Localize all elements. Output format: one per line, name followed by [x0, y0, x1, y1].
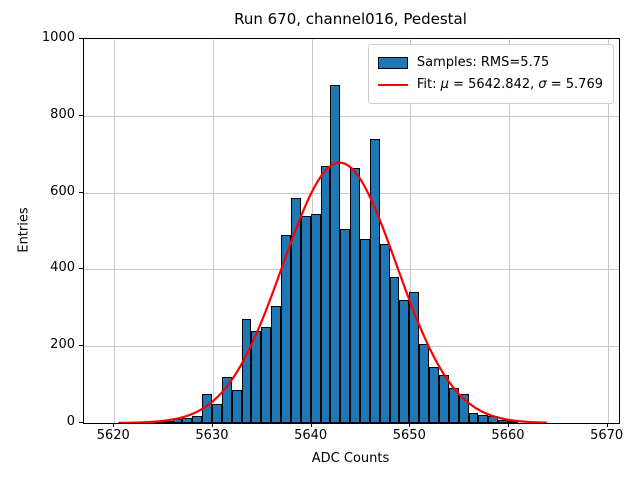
samples-swatch-icon	[377, 57, 408, 69]
y-tick-mark	[79, 268, 83, 270]
histogram-bar	[192, 415, 203, 423]
x-axis-label: ADC Counts	[311, 451, 390, 466]
x-tick-label: 5630	[195, 428, 229, 443]
histogram-bar	[211, 403, 222, 423]
histogram-bar	[162, 420, 173, 423]
y-tick-label: 200	[50, 337, 75, 353]
y-tick-label: 600	[50, 183, 75, 199]
histogram-bar	[448, 388, 459, 423]
histogram-bar	[369, 138, 380, 423]
vertical-gridline	[114, 39, 116, 423]
vertical-gridline	[607, 39, 609, 423]
histogram-bar	[409, 292, 420, 423]
histogram-patch-icon	[377, 57, 408, 69]
histogram-bar	[231, 390, 242, 423]
histogram-bar	[478, 414, 489, 423]
legend-samples-label: Samples: RMS=5.75	[416, 55, 550, 70]
histogram-bar	[271, 305, 282, 423]
histogram-bar	[172, 418, 183, 423]
mu-symbol: μ	[440, 77, 449, 92]
legend-row-samples: Samples: RMS=5.75	[377, 52, 603, 74]
y-tick-label: 0	[66, 414, 75, 429]
x-tick-label: 5650	[392, 428, 426, 443]
x-tick-label: 5660	[491, 428, 525, 443]
plot-area: Samples: RMS=5.75 Fit: μ = 5642.842, σ =…	[83, 38, 620, 424]
histogram-bar	[458, 394, 469, 423]
histogram-bar	[320, 165, 331, 423]
histogram-bar	[300, 215, 311, 423]
y-tick-mark	[79, 345, 83, 347]
y-tick-mark	[79, 191, 83, 193]
histogram-bar	[379, 244, 390, 423]
y-tick-mark	[79, 422, 83, 423]
red-line-icon	[377, 84, 408, 86]
fit-line-icon	[377, 84, 408, 86]
histogram-bar	[261, 327, 272, 423]
y-tick-label: 800	[50, 106, 75, 122]
x-tick-mark	[113, 423, 115, 427]
histogram-bar	[290, 198, 301, 423]
x-tick-label: 5640	[294, 428, 328, 443]
x-tick-label: 5620	[96, 428, 130, 443]
fit-mu-value: = 5642.842,	[448, 77, 539, 92]
y-tick-label: 400	[50, 260, 75, 276]
histogram-bar	[359, 238, 370, 423]
x-tick-label: 5670	[590, 428, 624, 443]
sigma-symbol: σ	[538, 77, 547, 92]
histogram-bar	[350, 167, 360, 423]
histogram-bar	[251, 330, 262, 423]
histogram-bar	[330, 85, 341, 423]
legend: Samples: RMS=5.75 Fit: μ = 5642.842, σ =…	[367, 44, 614, 104]
fit-label-prefix: Fit:	[416, 77, 441, 92]
histogram-bar	[507, 421, 518, 423]
histogram-bar	[498, 420, 508, 423]
y-tick-mark	[79, 114, 83, 116]
x-tick-mark	[211, 423, 213, 427]
histogram-bar	[488, 416, 499, 423]
histogram-bar	[389, 277, 400, 423]
horizontal-gridline	[84, 115, 619, 117]
histogram-bar	[281, 234, 291, 423]
x-tick-mark	[409, 423, 411, 427]
histogram-bar	[399, 300, 410, 423]
histogram-bar	[182, 417, 193, 423]
histogram-bar	[429, 367, 439, 423]
chart-title: Run 670, channel016, Pedestal	[234, 10, 467, 28]
y-axis-label: Entries	[16, 207, 32, 253]
histogram-bar	[152, 421, 163, 423]
x-tick-mark	[606, 423, 608, 427]
histogram-bar	[438, 375, 449, 423]
x-tick-mark	[507, 423, 509, 427]
histogram-bar	[202, 394, 212, 423]
histogram-bar	[310, 213, 321, 423]
histogram-bar	[221, 376, 232, 423]
histogram-bar	[241, 319, 252, 423]
histogram-bar	[468, 413, 479, 423]
y-tick-label: 1000	[41, 30, 75, 45]
fit-sigma-value: = 5.769	[546, 77, 603, 92]
x-tick-mark	[310, 423, 312, 427]
vertical-gridline	[212, 39, 214, 423]
legend-fit-label: Fit: μ = 5642.842, σ = 5.769	[417, 75, 603, 95]
histogram-bar	[419, 344, 430, 423]
legend-row-fit: Fit: μ = 5642.842, σ = 5.769	[377, 74, 603, 96]
histogram-bar	[340, 229, 351, 423]
y-tick-mark	[79, 38, 83, 39]
